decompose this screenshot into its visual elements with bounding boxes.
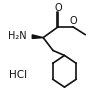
Text: H₂N: H₂N — [8, 31, 26, 41]
Text: HCl: HCl — [9, 70, 27, 80]
Polygon shape — [32, 35, 43, 38]
Text: O: O — [69, 16, 77, 26]
Text: O: O — [54, 3, 62, 13]
